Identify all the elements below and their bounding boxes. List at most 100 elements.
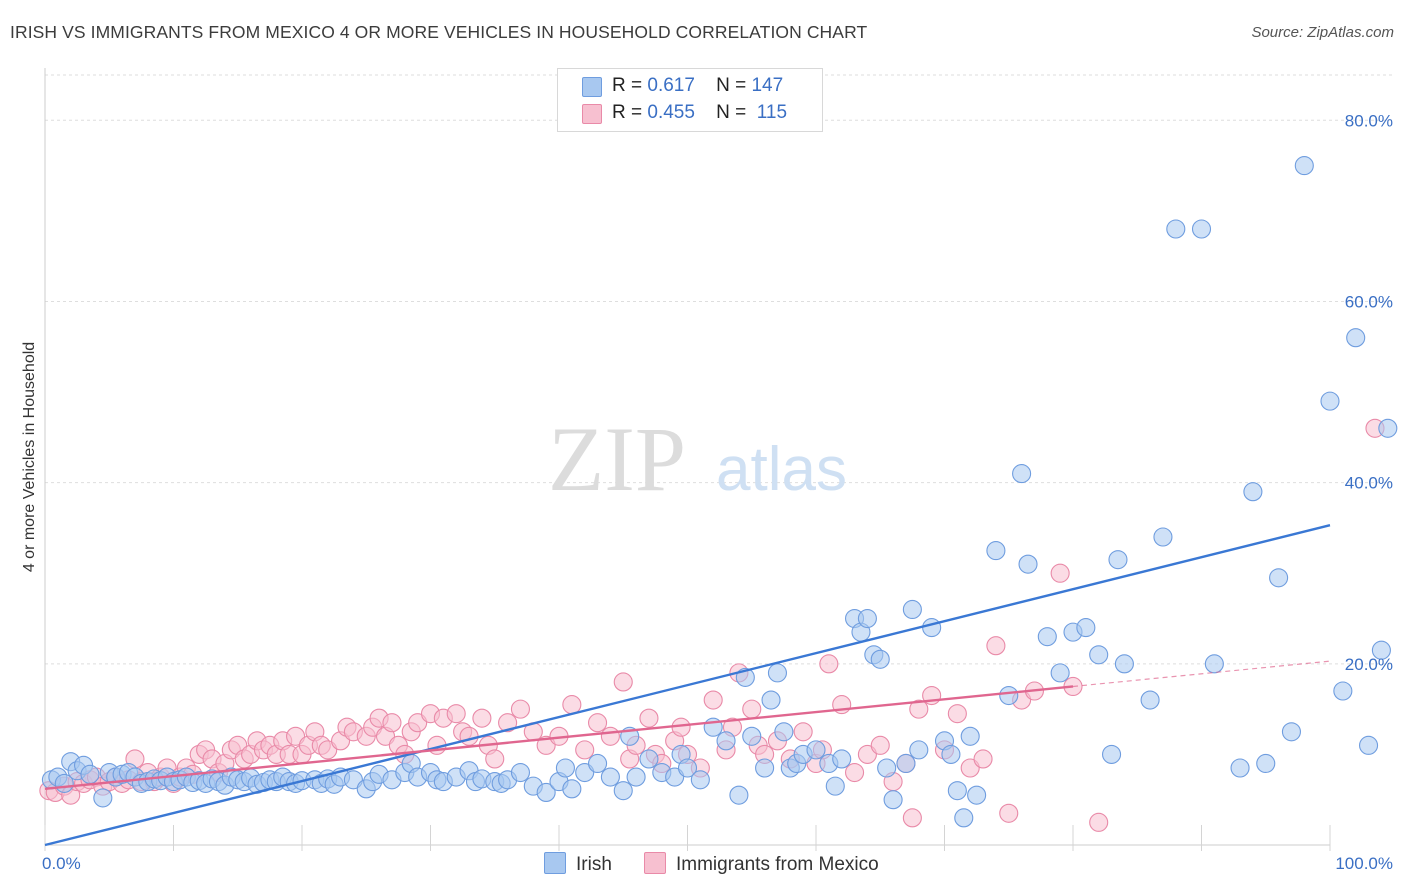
- irish-point: [742, 726, 762, 746]
- irish-point: [832, 749, 852, 769]
- irish-point: [677, 758, 698, 778]
- irish-point: [1018, 554, 1038, 574]
- mexico-point: [575, 740, 595, 760]
- irish-point: [1371, 640, 1391, 660]
- mexico-point: [902, 808, 922, 828]
- mexico-point: [510, 699, 531, 719]
- irish-point: [1076, 618, 1096, 638]
- mexico-point: [844, 762, 865, 783]
- irish-point: [1166, 219, 1186, 239]
- irish-point: [922, 618, 942, 638]
- mexico-point: [562, 695, 582, 715]
- y-axis-label: 4 or more Vehicles in Household: [21, 342, 38, 572]
- trend-lines: [44, 524, 1331, 847]
- mexico-point: [819, 654, 839, 674]
- irish-point: [1256, 753, 1276, 774]
- irish-point: [1089, 645, 1109, 665]
- bottom-legend-label: Immigrants from Mexico: [676, 854, 879, 875]
- legend-n-label: N =: [716, 102, 747, 123]
- mexico-point: [1050, 563, 1070, 583]
- irish-point: [761, 690, 781, 710]
- y-tick-label: 20.0%: [1345, 655, 1393, 674]
- irish-point: [1243, 482, 1263, 502]
- mexico-point: [986, 636, 1006, 656]
- mexico-point: [947, 704, 967, 724]
- irish-point: [825, 776, 845, 796]
- irish-point: [93, 788, 113, 808]
- irish-point: [941, 744, 961, 764]
- bottom-legend-swatch-irish: [544, 852, 566, 874]
- irish-point: [1294, 156, 1314, 176]
- irish-point: [536, 782, 556, 803]
- irish-point: [986, 541, 1006, 561]
- axes: [44, 68, 1331, 851]
- irish-point: [690, 770, 710, 790]
- legend-n-value: 147: [751, 75, 784, 96]
- irish-point: [1204, 654, 1224, 674]
- watermark-zip: ZIP: [548, 408, 686, 510]
- correlation-legend: R = 0.617 N = 147 R = 0.455 N = 115: [557, 68, 823, 132]
- bottom-legend-label: Irish: [576, 854, 612, 875]
- irish-point: [1108, 550, 1128, 570]
- irish-point: [729, 785, 749, 805]
- legend-r-value: 0.617: [647, 75, 695, 96]
- irish-point: [600, 767, 620, 787]
- x-tick-label: 0.0%: [42, 854, 81, 873]
- tick-labels: 20.0% 40.0% 60.0% 80.0% 0.0% 100.0%: [42, 111, 1393, 873]
- mexico-point: [909, 699, 929, 719]
- mexico-point: [472, 708, 492, 728]
- watermark: ZIP atlas: [548, 408, 847, 510]
- legend-r-label: R =: [612, 102, 643, 123]
- chart-title: IRISH VS IMMIGRANTS FROM MEXICO 4 OR MOR…: [10, 22, 868, 42]
- irish-point: [999, 685, 1019, 706]
- mexico-point: [973, 749, 993, 769]
- irish-point: [716, 731, 736, 751]
- irish-point: [954, 808, 974, 828]
- irish-point: [1140, 690, 1160, 710]
- irish-point: [1037, 627, 1057, 647]
- irish-point: [960, 726, 980, 746]
- irish-point: [1269, 568, 1289, 588]
- mexico-point: [382, 713, 402, 733]
- irish-point: [755, 758, 775, 778]
- irish-point: [1230, 758, 1250, 778]
- mexico-point: [485, 749, 505, 769]
- irish-point: [767, 663, 788, 683]
- mexico-trend-extension: [1072, 660, 1331, 688]
- irish-point: [1346, 328, 1366, 348]
- mexico-point: [703, 690, 723, 710]
- irish-point: [626, 767, 646, 787]
- irish-point: [1359, 735, 1379, 755]
- mexico-point: [600, 726, 620, 746]
- irish-point: [967, 785, 987, 805]
- bottom-legend-swatch-mexico: [644, 852, 666, 874]
- irish-point: [510, 762, 531, 783]
- irish-point: [613, 781, 633, 801]
- mexico-trend-line: [44, 685, 1074, 791]
- irish-point: [1191, 219, 1212, 239]
- legend-r-label: R =: [612, 75, 643, 96]
- legend-n-label: N =: [716, 75, 747, 96]
- irish-point: [857, 608, 877, 629]
- mexico-point: [587, 713, 608, 733]
- irish-point: [947, 781, 967, 801]
- mexico-points: [39, 418, 1385, 832]
- x-tick-label: 100.0%: [1335, 854, 1393, 873]
- irish-point: [877, 758, 897, 778]
- irish-point: [1320, 391, 1340, 411]
- irish-point: [870, 649, 890, 669]
- mexico-point: [742, 699, 762, 719]
- mexico-point: [1089, 812, 1109, 832]
- irish-point: [774, 722, 794, 742]
- irish-point: [562, 779, 582, 799]
- source-label: Source: ZipAtlas.com: [1251, 24, 1394, 41]
- mexico-point: [459, 726, 479, 746]
- legend-n-value: 115: [756, 102, 788, 123]
- irish-point: [1102, 744, 1122, 764]
- irish-point: [902, 599, 922, 620]
- irish-point: [555, 758, 575, 778]
- irish-point: [896, 753, 916, 774]
- irish-point: [639, 749, 659, 769]
- irish-point: [883, 790, 903, 810]
- mexico-point: [999, 803, 1019, 823]
